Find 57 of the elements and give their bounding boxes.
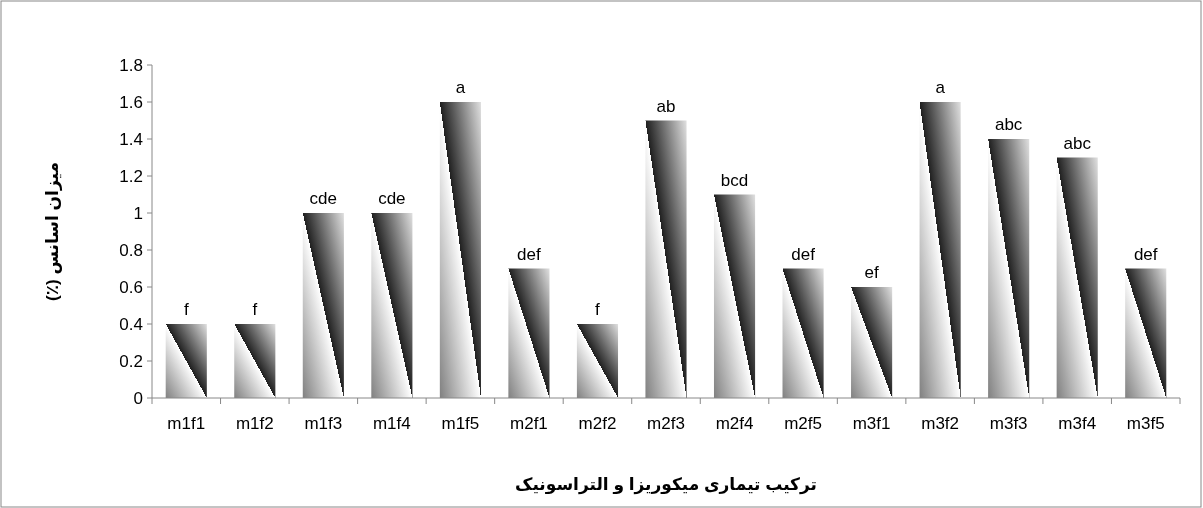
x-tick-label: m3f4 [1058, 414, 1097, 433]
data-label: a [455, 78, 466, 97]
bar [371, 213, 413, 398]
x-tick-label: m1f5 [441, 414, 480, 433]
x-tick-label: m2f4 [715, 414, 754, 433]
bar [1125, 268, 1167, 398]
bar [782, 268, 824, 398]
y-tick-label: 0.8 [119, 241, 143, 260]
bar [851, 287, 893, 398]
y-tick-label: 1.6 [119, 93, 143, 112]
bar [988, 139, 1030, 398]
x-tick-label: m1f4 [372, 414, 411, 433]
data-label: f [183, 300, 189, 319]
data-label: cde [378, 189, 406, 208]
y-tick-label: 1.4 [119, 130, 143, 149]
y-tick-label: 0.6 [119, 278, 143, 297]
bar [1056, 157, 1098, 398]
bar [919, 102, 961, 398]
data-label: f [595, 300, 601, 319]
data-label: bcd [720, 170, 749, 190]
data-label: def [517, 244, 542, 264]
data-label: ab [656, 96, 676, 116]
x-tick-label: m3f1 [852, 414, 891, 433]
data-label: abc [994, 115, 1023, 134]
bar [165, 324, 207, 398]
bar [508, 268, 550, 398]
data-label: ef [864, 263, 879, 282]
y-tick-label: 1.8 [119, 56, 143, 75]
x-tick-label: m2f3 [647, 414, 685, 433]
data-label: cde [309, 189, 338, 208]
x-tick-label: m3f2 [921, 414, 960, 433]
data-label: a [935, 78, 946, 97]
x-tick-label: m3f5 [1126, 414, 1165, 433]
x-tick-label: m1f1 [167, 414, 206, 433]
x-tick-label: m2f2 [578, 414, 617, 433]
bar [713, 194, 756, 398]
data-label: def [791, 244, 816, 264]
data-label: abc [1063, 133, 1092, 153]
bar [234, 324, 276, 398]
x-tick-label: m3f3 [989, 414, 1028, 433]
bar [645, 120, 687, 398]
bar [576, 324, 619, 398]
x-tick-label: m1f2 [235, 414, 274, 433]
data-label: def [1133, 244, 1158, 264]
y-tick-label: 0.2 [119, 352, 143, 371]
y-tick-label: 0 [133, 389, 143, 408]
x-axis-title: ترکیب تیماری میکوریزا و التراسونیک [515, 475, 817, 495]
x-tick-label: m2f1 [510, 414, 548, 433]
bar [439, 102, 481, 398]
data-label: f [252, 300, 258, 319]
y-tick-label: 1.2 [119, 167, 143, 186]
y-axis-title: میزان اسانس (٪) [43, 162, 63, 301]
y-tick-label: 1 [133, 204, 143, 223]
x-tick-label: m2f5 [784, 414, 822, 433]
bar [302, 213, 344, 398]
x-tick-label: m1f3 [304, 414, 343, 433]
y-tick-label: 0.4 [119, 315, 143, 334]
